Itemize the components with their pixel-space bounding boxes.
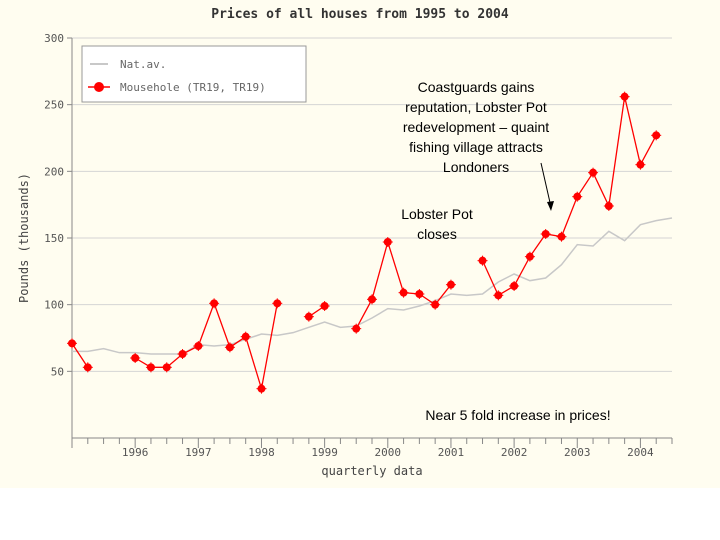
series-line-mousehole	[71, 342, 89, 368]
series-line-mousehole	[134, 301, 278, 389]
y-tick-label: 300	[44, 32, 64, 45]
series-line-nat-av	[72, 217, 673, 355]
annotation-arrowhead	[547, 201, 554, 211]
legend: Nat.av. Mousehole (TR19, TR19)	[81, 45, 307, 103]
x-axis-title: quarterly data	[321, 464, 422, 478]
annotation-arrow	[540, 162, 552, 208]
x-tick-label: 2001	[438, 446, 465, 459]
legend-label-mousehole: Mousehole (TR19, TR19)	[120, 81, 266, 94]
series-line-mousehole	[355, 239, 452, 329]
y-tick-label: 50	[51, 365, 64, 378]
x-tick-label: 1996	[122, 446, 149, 459]
axis-layer: 50 100 150 200 250 300 1996 1997 1998 1999 2000 200…	[44, 32, 673, 459]
chart-svg: 50 100 150 200 250 300 1996 1997 1998 1999 2000 200…	[17, 7, 673, 478]
x-tick-label: 2000	[375, 446, 402, 459]
legend-box	[81, 45, 307, 103]
y-tick-label: 200	[44, 165, 64, 178]
annotation-five-fold-increase: Near 5 fold increase in prices!	[425, 407, 611, 423]
legend-label-nat-av: Nat.av.	[120, 58, 166, 71]
x-tick-label: 2002	[501, 446, 528, 459]
x-tick-label: 1997	[185, 446, 212, 459]
x-tick-label: 1999	[311, 446, 338, 459]
grid-layer	[72, 37, 672, 372]
y-tick-label: 250	[44, 99, 64, 112]
x-tick-label: 1998	[248, 446, 275, 459]
y-axis-title: Pounds (thousands)	[17, 173, 31, 303]
chart-title: Prices of all houses from 1995 to 2004	[211, 7, 509, 22]
annotation-lobster-pot-closes: Lobster Pot closes	[401, 206, 473, 242]
x-tick-label: 2003	[564, 446, 591, 459]
y-tick-label: 150	[44, 232, 64, 245]
legend-marker-mousehole	[94, 82, 104, 92]
chart-panel: 50 100 150 200 250 300 1996 1997 1998 1999 2000 200…	[0, 0, 720, 488]
y-tick-label: 100	[44, 299, 64, 312]
x-tick-label: 2004	[627, 446, 654, 459]
annotation-coastguards: Coastguards gains reputation, Lobster Po…	[402, 79, 550, 175]
series-layer	[67, 91, 673, 394]
